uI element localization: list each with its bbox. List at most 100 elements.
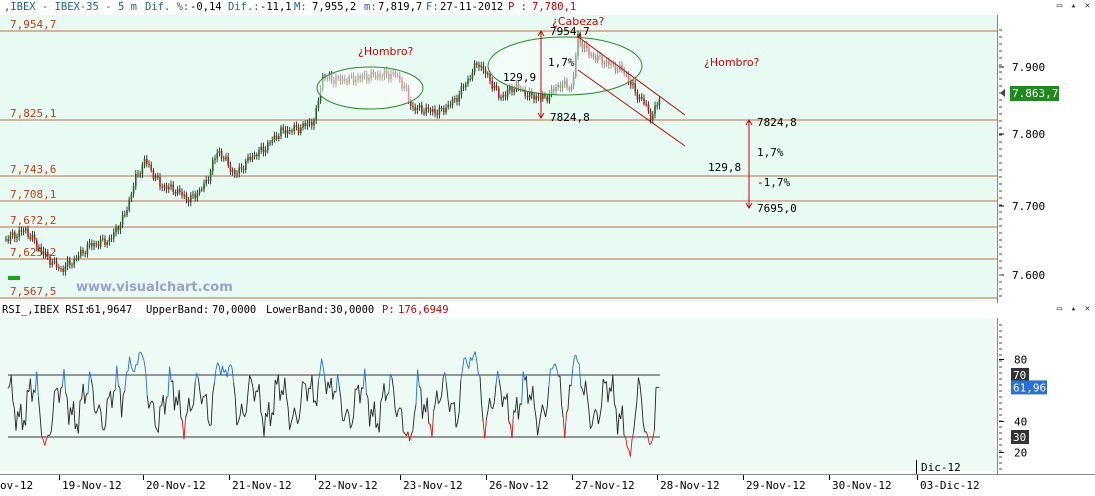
rsi-segment [634,416,636,431]
candle-body [498,89,500,98]
rsi-segment [338,374,340,386]
candle-body [425,107,427,113]
candle-body [201,190,203,191]
rsi-segment [160,406,162,407]
head-range: 129,9 [503,71,536,84]
rsi-segment [45,439,47,445]
rsi-segment [165,397,167,414]
rsi-segment [432,411,434,437]
candle-body [443,108,445,112]
rsi-segment [280,390,282,400]
candle-body [637,92,639,99]
candle-body [538,96,540,97]
candle-body [10,235,12,241]
rsi-pane[interactable]: RSI_,IBEX RSI: 61,9647 UpperBand: 70,000… [0,303,1095,474]
left-shoulder-label: ¿Hombro? [358,45,414,58]
rsi-segment [392,378,394,390]
rsi-segment [291,417,293,423]
rsi-segment [360,387,362,403]
rsi-segment [322,359,324,367]
rsi-segment [222,366,224,373]
candle-body [423,112,425,113]
rsi-segment [434,404,436,411]
date-tick [315,475,316,480]
candle-body [197,193,199,198]
rsi-segment [395,410,397,417]
candle-body [412,106,414,107]
head-pct: 1,7% [548,56,575,69]
candle-body [133,186,135,194]
current-price-arrow-icon [1000,89,1005,97]
rsi-segment [379,401,381,432]
target-pct-up: 1,7% [757,146,784,159]
rsi-segment [85,394,87,404]
candle-body [436,113,438,114]
rsi-segment [450,403,452,412]
candle-body [27,229,29,237]
rsi-segment [389,374,391,393]
rsi-segment [499,380,501,391]
rsi-segment [414,404,416,414]
price-chart-pane[interactable]: ,IBEX - IBEX-35 - 5 m Dif. %: -0,14 Dif.… [0,0,1095,303]
rsi-segment [427,398,429,424]
rsi-segment [197,373,199,378]
rsi-segment [312,375,314,402]
date-tick [657,475,658,480]
candle-body [260,147,262,150]
rsi-segment [638,377,640,385]
candle-body [51,262,53,265]
candle-body [82,250,84,253]
level-label: 7,825,1 [10,107,56,120]
candle-body [221,151,223,158]
candle-body [447,105,449,108]
rsi-segment [485,419,487,438]
candle-body [128,199,130,210]
rsi-segment [320,359,322,372]
rsi-segment [290,423,292,430]
rsi-segment [374,402,376,428]
rsi-axis-label: 80 [1014,354,1027,367]
rsi-segment [74,401,76,429]
rsi-segment [534,406,536,417]
candle-body [205,180,207,184]
date-tick [743,475,744,480]
rsi-segment [552,366,554,369]
candle-body [137,174,139,175]
candle-body [461,86,463,94]
rsi-segment [437,391,439,404]
price-axis-label: 7.600 [1012,269,1045,282]
date-tick [143,475,144,480]
candle-body [494,86,496,89]
rsi-segment [78,401,80,434]
rsi-segment [568,385,570,409]
candle-body [214,158,216,160]
candle-body [527,96,529,97]
target-pct-down: -1,7% [757,176,790,189]
rsi-segment [227,367,229,377]
rsi-segment [206,394,208,420]
candle-body [634,83,636,92]
rsi-segment [352,416,354,425]
price-axis-label: 7.700 [1012,200,1045,213]
watermark: www.visualchart.com [76,280,233,295]
date-tick [572,475,573,480]
candle-body [216,153,218,159]
rsi-segment [317,382,319,406]
rsi-segment [354,389,356,416]
rsi-segment [230,364,232,367]
candle-body [40,247,42,251]
rsi-band-30: 30 [1013,431,1026,444]
rsi-segment [507,394,509,422]
candle-body [287,130,289,134]
candle-body [155,176,157,178]
rsi-segment [59,388,61,402]
rsi-segment [301,381,303,404]
candle-body [144,159,146,165]
rsi-segment [490,398,492,407]
rsi-segment [606,382,608,403]
rsi-segment [253,387,255,402]
candle-body [265,150,267,152]
candle-body [454,98,456,99]
rsi-segment [134,364,136,372]
